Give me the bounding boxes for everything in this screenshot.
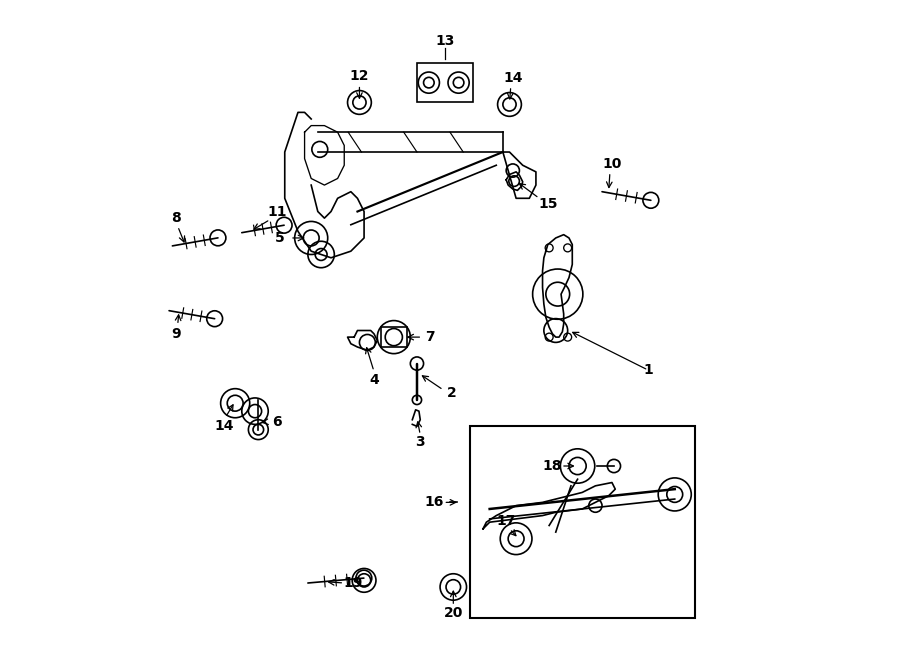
Bar: [417, 63, 473, 102]
Text: 6: 6: [272, 414, 282, 429]
Bar: [470, 426, 695, 618]
Text: 12: 12: [350, 69, 369, 83]
Text: 11: 11: [267, 204, 286, 219]
Text: 7: 7: [426, 330, 435, 344]
Text: 2: 2: [447, 386, 457, 401]
Text: 17: 17: [497, 514, 516, 528]
Text: 19: 19: [343, 576, 363, 590]
Text: 14: 14: [214, 419, 234, 434]
Text: 14: 14: [503, 71, 523, 85]
Text: 3: 3: [416, 434, 425, 449]
Text: 20: 20: [444, 605, 463, 620]
Text: 4: 4: [369, 373, 379, 387]
Text: 5: 5: [275, 231, 285, 245]
Text: 15: 15: [538, 196, 558, 211]
Text: 8: 8: [171, 211, 181, 225]
Text: 9: 9: [171, 327, 181, 341]
Text: 13: 13: [436, 34, 455, 48]
Text: 10: 10: [602, 157, 622, 171]
Text: 16: 16: [425, 495, 444, 510]
Bar: [381, 327, 407, 347]
Text: 18: 18: [543, 459, 562, 473]
Text: 1: 1: [644, 363, 653, 377]
